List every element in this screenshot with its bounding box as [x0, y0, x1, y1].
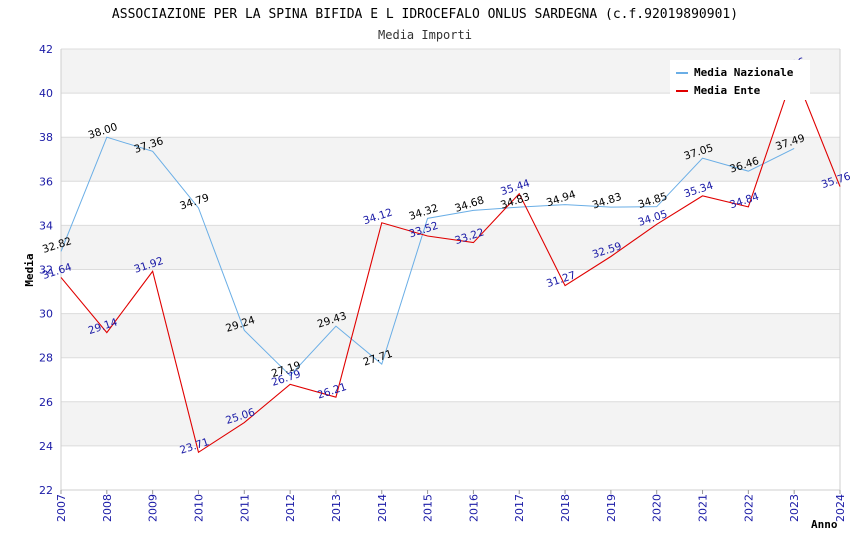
- x-tick-label: 2024: [834, 494, 847, 522]
- y-tick-label: 40: [39, 87, 53, 100]
- legend: Media Nazionale Media Ente: [670, 60, 810, 100]
- y-tick-label: 22: [39, 484, 53, 497]
- legend-entry-ente: Media Ente: [694, 84, 761, 97]
- x-axis-label: Anno: [811, 518, 838, 531]
- x-tick-label: 2011: [238, 494, 251, 522]
- x-tick-label: 2021: [697, 494, 710, 522]
- y-axis-ticks: 22 24 26 28 30 32 34 36 38 40 42: [39, 43, 53, 497]
- y-tick-label: 34: [39, 219, 53, 232]
- x-tick-label: 2020: [651, 494, 664, 522]
- chart-title: ASSOCIAZIONE PER LA SPINA BIFIDA E L IDR…: [112, 7, 738, 22]
- grid-band: [61, 225, 840, 270]
- x-tick-label: 2015: [422, 494, 435, 522]
- x-tick-label: 2010: [192, 494, 205, 522]
- grid-lines: [60, 48, 841, 491]
- series-line-nazionale: [60, 136, 795, 377]
- grid-band: [61, 401, 840, 446]
- x-tick-label: 2009: [147, 494, 160, 522]
- x-tick-label: 2007: [55, 494, 68, 522]
- x-tick-label: 2017: [513, 494, 526, 522]
- x-tick-label: 2022: [742, 494, 755, 522]
- y-tick-label: 28: [39, 352, 53, 365]
- y-tick-label: 32: [39, 264, 53, 277]
- x-tick-label: 2019: [605, 494, 618, 522]
- grid-band: [61, 137, 840, 182]
- x-tick-label: 2013: [330, 494, 343, 522]
- y-tick-label: 36: [39, 175, 53, 188]
- y-tick-label: 42: [39, 43, 53, 56]
- legend-box: [670, 60, 810, 100]
- legend-entry-nazionale: Media Nazionale: [694, 66, 794, 79]
- chart-subtitle: Media Importi: [378, 28, 472, 42]
- y-tick-label: 26: [39, 396, 53, 409]
- y-tick-label: 30: [39, 308, 53, 321]
- series-lines: [60, 70, 841, 454]
- x-tick-label: 2008: [101, 494, 114, 522]
- x-tick-label: 2023: [788, 494, 801, 522]
- y-axis-label: Media: [23, 253, 36, 286]
- y-tick-label: 24: [39, 440, 53, 453]
- x-tick-label: 2018: [559, 494, 572, 522]
- x-tick-label: 2016: [467, 494, 480, 522]
- series-line-ente: [60, 70, 841, 454]
- grid-band: [61, 313, 840, 358]
- x-tick-label: 2012: [284, 494, 297, 522]
- x-tick-label: 2014: [376, 494, 389, 522]
- x-axis-ticks: 2007 2008 2009 2010 2011 2012 2013 2014 2015 2016…: [55, 490, 847, 522]
- y-tick-label: 38: [39, 131, 53, 144]
